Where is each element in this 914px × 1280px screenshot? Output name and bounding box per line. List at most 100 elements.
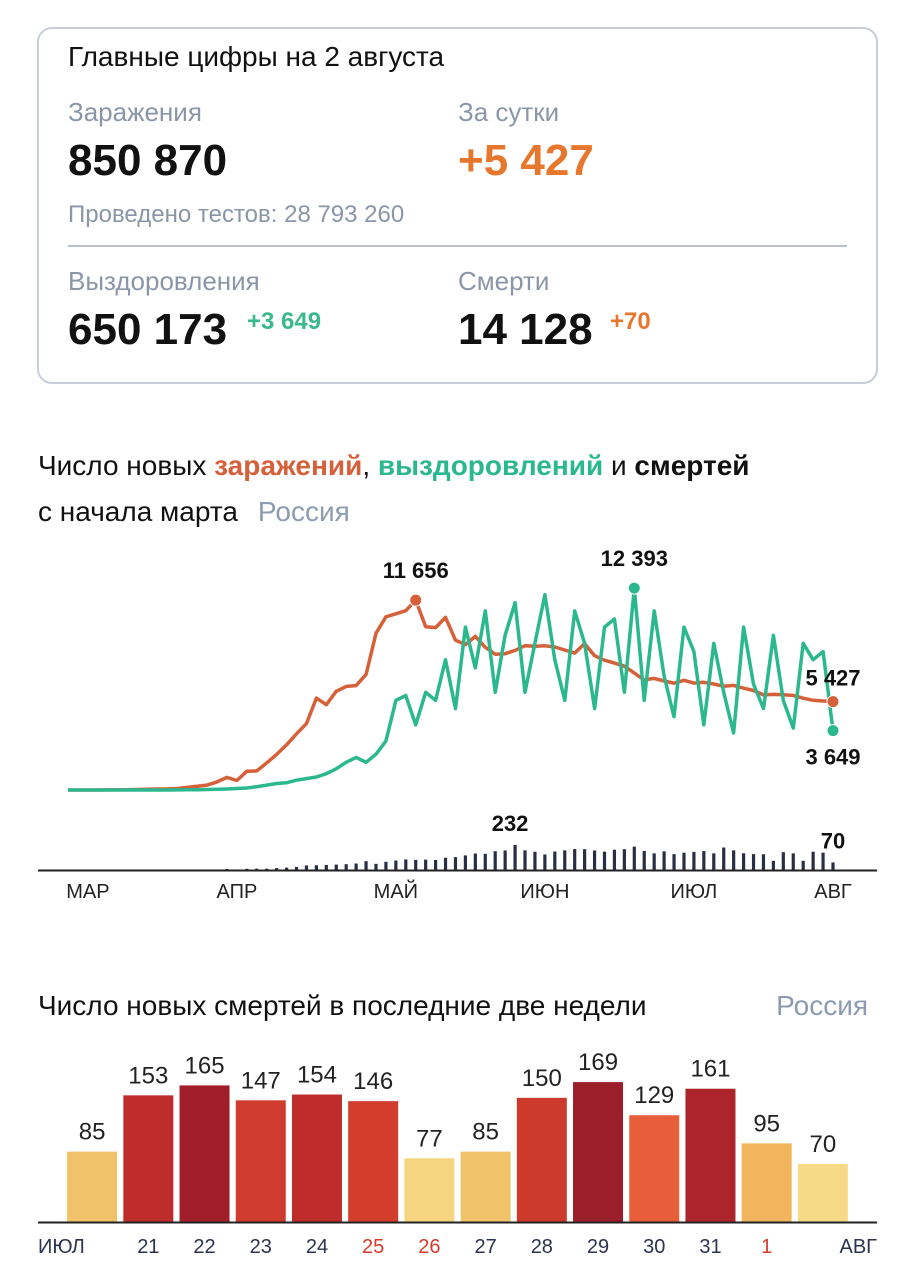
data-label: 70	[810, 1131, 837, 1158]
stat-value: +5 427	[458, 136, 594, 185]
x-tick-label: 22	[193, 1236, 215, 1258]
death-bar	[275, 868, 279, 870]
point-marker	[627, 581, 641, 595]
death-bar	[592, 850, 597, 870]
death-bar	[304, 865, 309, 870]
region: Россия	[776, 990, 868, 1021]
x-tick-label: 23	[250, 1236, 272, 1258]
data-label: 150	[522, 1065, 562, 1092]
x-tick-label: 29	[587, 1236, 609, 1258]
bar	[291, 1094, 342, 1222]
bar	[629, 1115, 680, 1222]
stat-value: 650 173	[68, 305, 227, 354]
death-bar	[523, 850, 527, 870]
data-label: 12 393	[601, 546, 668, 571]
death-bar	[771, 860, 775, 870]
x-tick-label: МАР	[66, 881, 109, 903]
death-bar	[513, 844, 517, 870]
death-bar	[563, 850, 567, 870]
death-bar	[543, 854, 547, 870]
x-tick-label: 31	[699, 1236, 721, 1258]
death-bar	[622, 849, 626, 870]
death-bar	[602, 851, 607, 870]
x-tick-label: АВГ	[839, 1236, 877, 1258]
stat-label: Выздоровления	[68, 266, 260, 296]
subtitle: с начала марта	[38, 496, 238, 527]
data-label: 129	[634, 1082, 674, 1109]
x-tick-label: 21	[137, 1236, 159, 1258]
stat-delta: +70	[610, 308, 651, 335]
bar	[123, 1095, 174, 1222]
data-label: 95	[753, 1110, 780, 1137]
death-bar	[692, 851, 696, 870]
stat-delta: +3 649	[247, 308, 321, 335]
series-line	[68, 586, 835, 792]
death-bar	[414, 859, 418, 870]
x-tick-label: 28	[531, 1236, 553, 1258]
death-bar	[662, 851, 666, 870]
death-bar	[702, 851, 706, 870]
death-bar	[404, 859, 408, 870]
death-bar	[424, 859, 428, 870]
data-label: 161	[690, 1056, 730, 1083]
chart-title: Число новых заражений, выздоровлений и с…	[38, 450, 750, 481]
point-marker	[826, 695, 840, 709]
x-tick-label: 24	[306, 1236, 328, 1258]
death-bar	[324, 864, 328, 870]
data-label: 165	[185, 1052, 225, 1079]
death-bar	[384, 861, 388, 870]
death-bar	[573, 849, 577, 870]
summary-card	[37, 27, 878, 384]
x-tick-label: 25	[362, 1236, 384, 1258]
death-bar	[672, 854, 676, 870]
title-part: Число новых	[38, 450, 214, 481]
death-bar	[741, 853, 746, 870]
tests-count: Проведено тестов: 28 793 260	[68, 201, 404, 228]
death-bar	[364, 861, 368, 870]
data-label: 153	[128, 1062, 168, 1089]
x-tick-label: 26	[418, 1236, 440, 1258]
bar	[797, 1164, 848, 1222]
data-label: 3 649	[805, 745, 860, 770]
bar	[516, 1097, 567, 1222]
death-bar	[781, 852, 785, 870]
x-tick-label: ИЮЛ	[38, 1236, 85, 1258]
data-label: 154	[297, 1062, 337, 1089]
data-label: 85	[472, 1119, 499, 1146]
death-bar	[354, 863, 358, 870]
death-bar	[722, 847, 726, 870]
x-tick-label: ИЮН	[520, 881, 569, 903]
death-bar	[255, 868, 259, 870]
death-bar	[751, 854, 756, 870]
death-bar	[314, 865, 318, 870]
death-bar	[801, 860, 805, 870]
data-label: 70	[821, 828, 845, 853]
death-bar	[553, 851, 557, 870]
chart-title: Число новых смертей в последние две неде…	[38, 990, 647, 1021]
data-label: 147	[241, 1067, 281, 1094]
death-bar	[632, 846, 636, 870]
bar	[741, 1143, 792, 1222]
death-bar	[334, 864, 338, 870]
stat-label: Заражения	[68, 97, 202, 127]
bar	[179, 1085, 230, 1222]
death-bar	[612, 849, 617, 870]
death-bar	[473, 853, 477, 870]
title-part: заражений	[214, 450, 362, 481]
bar	[404, 1158, 455, 1222]
death-bar	[374, 863, 378, 870]
death-bar	[344, 864, 348, 870]
x-tick-label: АПР	[216, 881, 257, 903]
bar	[235, 1100, 286, 1222]
death-bar	[642, 850, 646, 870]
series-line	[68, 598, 834, 792]
death-bar	[712, 853, 716, 870]
death-bar	[503, 850, 507, 870]
data-label: 11 656	[383, 558, 449, 583]
x-tick-label: 1	[761, 1236, 772, 1258]
bar	[67, 1151, 118, 1222]
title-part: и	[603, 450, 634, 481]
point-marker	[409, 593, 423, 607]
death-bar	[791, 853, 795, 870]
